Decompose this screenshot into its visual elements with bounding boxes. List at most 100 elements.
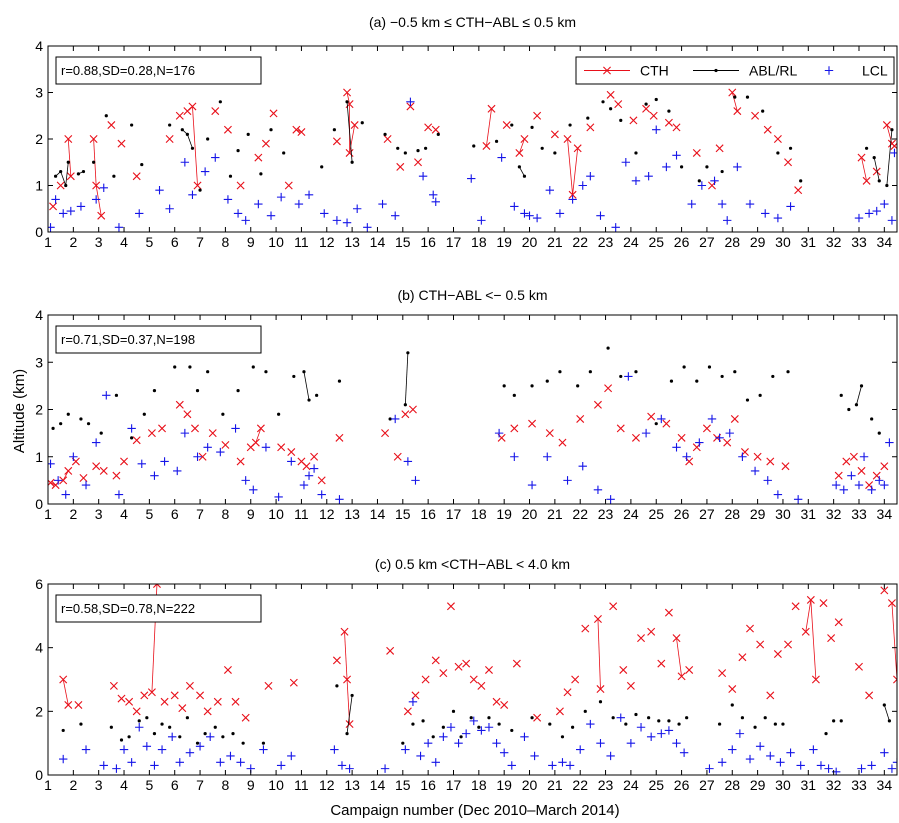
cth-point xyxy=(132,707,141,716)
x-tick-label: 2 xyxy=(69,506,77,522)
cth-point xyxy=(811,675,820,684)
cth-point xyxy=(241,713,250,722)
x-tick-label: 26 xyxy=(674,506,690,522)
cth-point xyxy=(211,107,220,116)
abl-point xyxy=(548,722,552,726)
series-cth xyxy=(59,584,897,729)
lcl-point xyxy=(345,764,354,773)
lcl-point xyxy=(880,480,889,490)
lcl-point xyxy=(606,495,615,504)
cth-point xyxy=(56,181,65,190)
lcl-point xyxy=(831,480,841,490)
lcl-point xyxy=(657,729,666,738)
x-tick-label: 17 xyxy=(446,777,462,793)
lcl-point xyxy=(180,158,190,167)
lcl-point xyxy=(195,742,205,751)
x-tick-label: 30 xyxy=(775,234,791,250)
y-tick-label: 2 xyxy=(35,402,43,418)
cth-point xyxy=(753,452,762,461)
lcl-point xyxy=(266,211,276,220)
legend-marker xyxy=(603,66,611,75)
cth-point xyxy=(791,602,800,611)
abl-point xyxy=(130,123,134,127)
lcl-point xyxy=(773,213,783,223)
lcl-point xyxy=(695,438,704,447)
cth-point xyxy=(469,675,478,684)
cth-point xyxy=(882,121,891,130)
x-tick-label: 14 xyxy=(370,234,386,250)
x-tick-label: 22 xyxy=(572,234,588,250)
abl-point xyxy=(259,172,263,176)
lcl-point xyxy=(200,167,210,176)
cth-point xyxy=(198,452,207,461)
x-tick-label: 23 xyxy=(598,777,614,793)
abl-point xyxy=(236,389,240,393)
cth-point xyxy=(586,123,595,132)
legend-label: ABL/RL xyxy=(749,63,797,79)
cth-point xyxy=(64,466,73,475)
abl-point xyxy=(282,151,286,155)
lcl-point xyxy=(59,209,68,218)
cth-point xyxy=(112,471,121,480)
series-link xyxy=(95,185,102,216)
cth-point xyxy=(175,400,184,409)
lcl-point xyxy=(705,764,714,773)
x-tick-label: 9 xyxy=(247,506,255,522)
cth-point xyxy=(343,675,352,684)
lcl-point xyxy=(484,723,494,732)
stats-box xyxy=(55,56,262,85)
cth-point xyxy=(261,139,270,148)
y-tick-label: 4 xyxy=(35,640,43,656)
abl-point xyxy=(786,370,790,374)
abl-point xyxy=(307,398,311,402)
abl-point xyxy=(720,169,724,174)
series-link xyxy=(810,599,817,680)
cth-point xyxy=(563,135,572,143)
abl-point xyxy=(320,165,324,169)
x-tick-label: 8 xyxy=(222,777,230,793)
abl-point xyxy=(130,436,134,440)
stats-label: r=0.58,SD=0.78,N=222 xyxy=(61,601,195,616)
lcl-point xyxy=(786,748,795,757)
lcl-point xyxy=(48,223,55,232)
lcl-point xyxy=(135,723,144,732)
series-lcl xyxy=(59,697,897,775)
cth-point xyxy=(606,90,615,99)
cth-point xyxy=(59,476,68,485)
lcl-point xyxy=(309,464,319,473)
cth-point xyxy=(880,586,889,595)
lcl-point xyxy=(636,723,646,732)
lcl-point xyxy=(137,459,146,469)
plot-area xyxy=(48,88,897,232)
cth-point xyxy=(332,137,341,146)
plot-area xyxy=(48,346,894,504)
abl-point xyxy=(203,732,207,736)
lcl-point xyxy=(429,190,438,199)
lcl-point xyxy=(576,745,585,754)
lcl-point xyxy=(165,204,174,213)
lcl-point xyxy=(890,148,897,158)
lcl-point xyxy=(796,761,805,770)
cth-point xyxy=(692,148,701,157)
cth-point xyxy=(332,656,341,665)
lcl-point xyxy=(631,176,641,186)
abl-point xyxy=(401,741,405,745)
cth-point xyxy=(550,130,559,139)
series-link xyxy=(346,92,350,105)
abl-point xyxy=(799,179,803,183)
lcl-point xyxy=(469,716,478,726)
cth-point xyxy=(784,640,793,649)
lcl-point xyxy=(91,438,101,447)
cth-point xyxy=(289,678,298,687)
x-tick-label: 4 xyxy=(120,506,128,522)
abl-point xyxy=(530,125,534,129)
lcl-point xyxy=(773,490,783,499)
cth-point xyxy=(728,685,737,694)
lcl-point xyxy=(563,476,572,485)
chart-panel-b: (b) CTH−ABL <− 0.5 km1 2 3 4 5 6 7 8 9 10 11 12 13 14… xyxy=(35,287,898,522)
series-link xyxy=(404,352,409,405)
x-tick-label: 22 xyxy=(572,777,588,793)
chart-panel-a: (a) −0.5 km ≤ CTH−ABL ≤ 0.5 km1 2 3 4 5 6 7 8 9 1… xyxy=(35,14,898,250)
cth-point xyxy=(152,584,161,588)
x-tick-label: 2 xyxy=(69,777,77,793)
